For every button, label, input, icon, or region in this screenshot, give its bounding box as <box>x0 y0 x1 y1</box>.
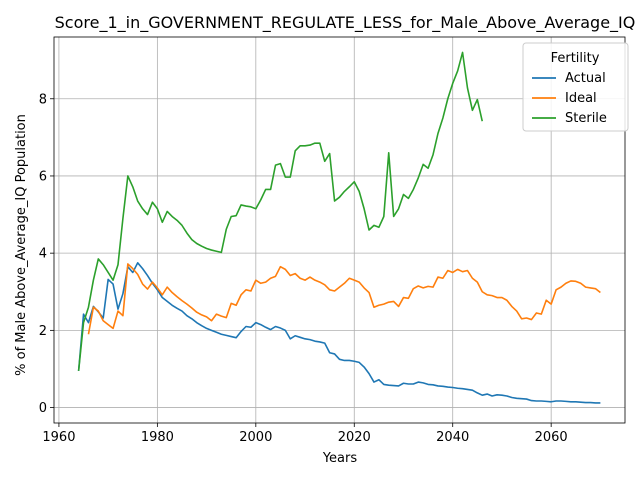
series-line-sterile <box>77 51 484 371</box>
x-tick-label: 1980 <box>141 430 174 445</box>
y-tick-label: 6 <box>39 169 47 184</box>
x-tick-label: 2020 <box>338 430 371 445</box>
x-tick-label: 1960 <box>42 430 75 445</box>
x-tick-label: 2060 <box>535 430 568 445</box>
chart-title: Score_1_in_GOVERNMENT_REGULATE_LESS_for_… <box>55 13 636 33</box>
series-line-actual <box>77 262 601 404</box>
legend-items: Actual Ideal Sterile <box>532 71 607 126</box>
y-tick-label: 8 <box>39 92 47 107</box>
plot-area <box>53 36 626 424</box>
y-axis: 0 2 4 6 8 <box>39 92 54 416</box>
series-lines <box>77 51 601 404</box>
y-tick-label: 4 <box>39 247 47 262</box>
x-axis-label: Years <box>322 451 358 466</box>
legend-title: Fertility <box>551 51 600 66</box>
x-tick-label: 2040 <box>436 430 469 445</box>
legend-label-ideal: Ideal <box>565 91 597 106</box>
legend-label-actual: Actual <box>565 71 606 86</box>
series-line-ideal <box>87 263 601 335</box>
legend-label-sterile: Sterile <box>565 111 607 126</box>
legend-box <box>522 42 629 132</box>
y-tick-label: 0 <box>39 401 47 416</box>
legend: Fertility Actual Ideal Sterile <box>522 42 629 132</box>
y-axis-label: % of Male Above_Average_IQ Population <box>14 114 29 376</box>
x-axis: 1960 1980 2000 2020 2040 2060 <box>42 423 568 445</box>
x-tick-label: 2000 <box>239 430 272 445</box>
y-tick-label: 2 <box>39 324 47 339</box>
